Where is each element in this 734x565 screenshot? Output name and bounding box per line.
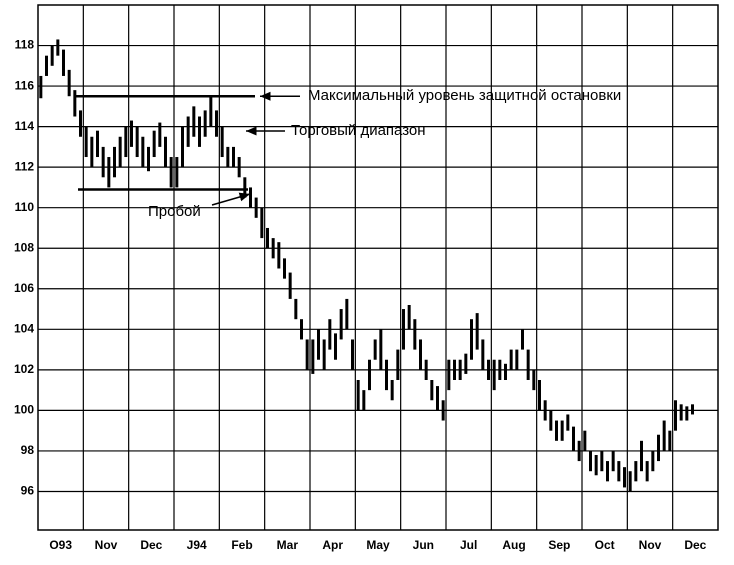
x-tick-label: J94 [187, 538, 207, 552]
x-tick-label: May [366, 538, 390, 552]
y-tick-label: 96 [21, 484, 35, 498]
y-tick-label: 98 [21, 443, 35, 457]
y-tick-label: 118 [15, 38, 35, 52]
x-tick-label: Aug [502, 538, 525, 552]
y-tick-label: 116 [15, 78, 35, 92]
y-tick-label: 104 [14, 321, 34, 335]
y-tick-label: 110 [15, 200, 35, 214]
x-tick-label: O93 [49, 538, 72, 552]
x-tick-label: Nov [95, 538, 118, 552]
x-tick-label: Mar [277, 538, 299, 552]
y-tick-label: 114 [15, 119, 35, 133]
arrow [211, 192, 251, 206]
annotation: Пробой [148, 203, 201, 220]
annotation: Максимальный уровень защитной остановки [308, 87, 621, 104]
annotation: Торговый диапазон [291, 122, 426, 139]
y-tick-label: 102 [14, 362, 34, 376]
y-tick-label: 100 [14, 403, 34, 417]
x-tick-label: Nov [639, 538, 662, 552]
x-tick-label: Oct [595, 538, 615, 552]
x-tick-label: Jul [460, 538, 477, 552]
x-tick-label: Apr [322, 538, 343, 552]
y-tick-label: 108 [14, 240, 34, 254]
y-tick-label: 112 [15, 159, 35, 173]
plot-frame [37, 4, 719, 531]
x-tick-label: Dec [684, 538, 706, 552]
x-tick-label: Feb [231, 538, 252, 552]
x-tick-label: Jun [413, 538, 434, 552]
x-tick-label: Sep [548, 538, 570, 552]
y-tick-label: 106 [14, 281, 34, 295]
x-tick-label: Dec [140, 538, 162, 552]
